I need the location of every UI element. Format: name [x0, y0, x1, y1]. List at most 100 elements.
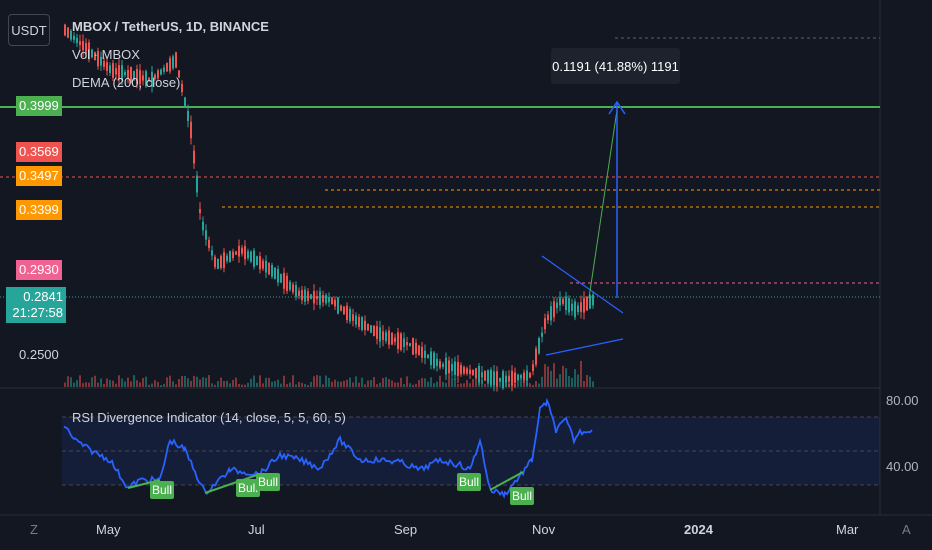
candle-body: [136, 68, 138, 85]
candle-body: [82, 41, 84, 51]
rsi-line[interactable]: [63, 397, 593, 499]
candle-body: [577, 305, 579, 313]
candle-body: [277, 269, 279, 283]
candle-body: [100, 56, 102, 66]
candle-body: [544, 318, 546, 330]
volume-bar: [112, 380, 114, 387]
candle-body: [262, 260, 264, 269]
main-legend[interactable]: MBOX / TetherUS, 1D, BINANCE: [72, 19, 269, 34]
bull-tag-text: Bull: [238, 481, 258, 495]
candle-body: [109, 65, 111, 73]
volume-bar: [400, 377, 402, 387]
candle-body: [319, 291, 321, 305]
dema-legend[interactable]: DEMA (200, close): [72, 75, 181, 90]
volume-legend[interactable]: Vol · MBOX: [72, 47, 140, 62]
volume-bar: [247, 382, 249, 387]
candle-body: [574, 301, 576, 318]
x-tick-jul: Jul: [248, 522, 265, 537]
candle-body: [244, 246, 246, 260]
volume-bar: [364, 384, 366, 387]
candle-body: [148, 77, 150, 82]
volume-bar: [520, 378, 522, 387]
volume-bar: [550, 370, 552, 387]
bull-tag-text: Bull: [459, 475, 479, 489]
projection-line: [588, 109, 618, 299]
candle-body: [103, 60, 105, 67]
candle-body: [118, 65, 120, 79]
candle-body: [322, 294, 324, 303]
volume-bar: [115, 383, 117, 387]
candle-body: [514, 372, 516, 383]
triangle-upper-line[interactable]: [541, 255, 624, 314]
candle-body: [67, 27, 69, 38]
volume-bar: [229, 383, 231, 387]
candle-body: [349, 308, 351, 322]
candle-body: [376, 326, 378, 340]
volume-bar: [508, 383, 510, 387]
candle-body: [76, 37, 78, 44]
volume-bar: [313, 376, 315, 387]
rsi-legend[interactable]: RSI Divergence Indicator (14, close, 5, …: [72, 410, 346, 425]
candle-body: [214, 256, 216, 268]
candle-body: [88, 42, 90, 60]
volume-bar: [217, 381, 219, 387]
volume-bar: [166, 377, 168, 387]
candle-body: [160, 69, 162, 75]
volume-bar: [280, 383, 282, 387]
candle-body: [355, 315, 357, 325]
volume-bar: [154, 380, 156, 387]
orange-level-tag-2: 0.3399: [16, 200, 62, 220]
candle-body: [286, 275, 288, 291]
volume-bar: [430, 377, 432, 387]
volume-bar: [589, 376, 591, 387]
candle-body: [256, 256, 258, 266]
volume-bar: [490, 378, 492, 387]
volume-bar: [307, 384, 309, 387]
bull-tag-box: [457, 473, 481, 491]
candle-body: [535, 348, 537, 365]
candle-body: [241, 247, 243, 254]
candle-body: [457, 361, 459, 376]
candle-body: [271, 265, 273, 277]
candle-body: [298, 290, 300, 296]
candle-body: [202, 221, 204, 231]
candle-body: [325, 295, 327, 304]
volume-bar: [322, 384, 324, 387]
candle-body: [169, 58, 171, 72]
candle-body: [553, 301, 555, 318]
volume-bar: [148, 384, 150, 387]
candle-body: [238, 245, 240, 257]
candle-body: [94, 52, 96, 61]
candle-body: [532, 364, 534, 372]
volume-bar: [196, 376, 198, 387]
candle-body: [427, 354, 429, 358]
auto-scale-button[interactable]: A: [902, 522, 911, 537]
volume-bar: [409, 383, 411, 387]
bull-tag-text: Bull: [152, 483, 172, 497]
candle-body: [571, 303, 573, 311]
triangle-lower-line[interactable]: [545, 338, 624, 356]
volume-bar: [130, 381, 132, 387]
candle-body: [229, 251, 231, 263]
volume-bar: [337, 381, 339, 387]
candle-body: [478, 365, 480, 383]
measure-tooltip: 0.1191 (41.88%) 1191: [551, 48, 680, 84]
x-tick-2024: 2024: [684, 522, 713, 537]
candle-body: [217, 258, 219, 269]
volume-bar: [139, 382, 141, 387]
candle-body: [193, 150, 195, 164]
volume-bar: [460, 383, 462, 387]
volume-bar: [67, 376, 69, 387]
volume-bar: [208, 375, 210, 387]
candle-body: [301, 290, 303, 301]
symbol-button[interactable]: USDT: [8, 14, 50, 46]
volume-bar: [319, 375, 321, 387]
volume-bar: [259, 375, 261, 387]
volume-bar: [94, 375, 96, 387]
zoom-button[interactable]: Z: [30, 522, 38, 537]
candle-body: [328, 297, 330, 303]
volume-bar: [592, 381, 594, 387]
candle-body: [466, 368, 468, 374]
volume-bar: [283, 375, 285, 387]
